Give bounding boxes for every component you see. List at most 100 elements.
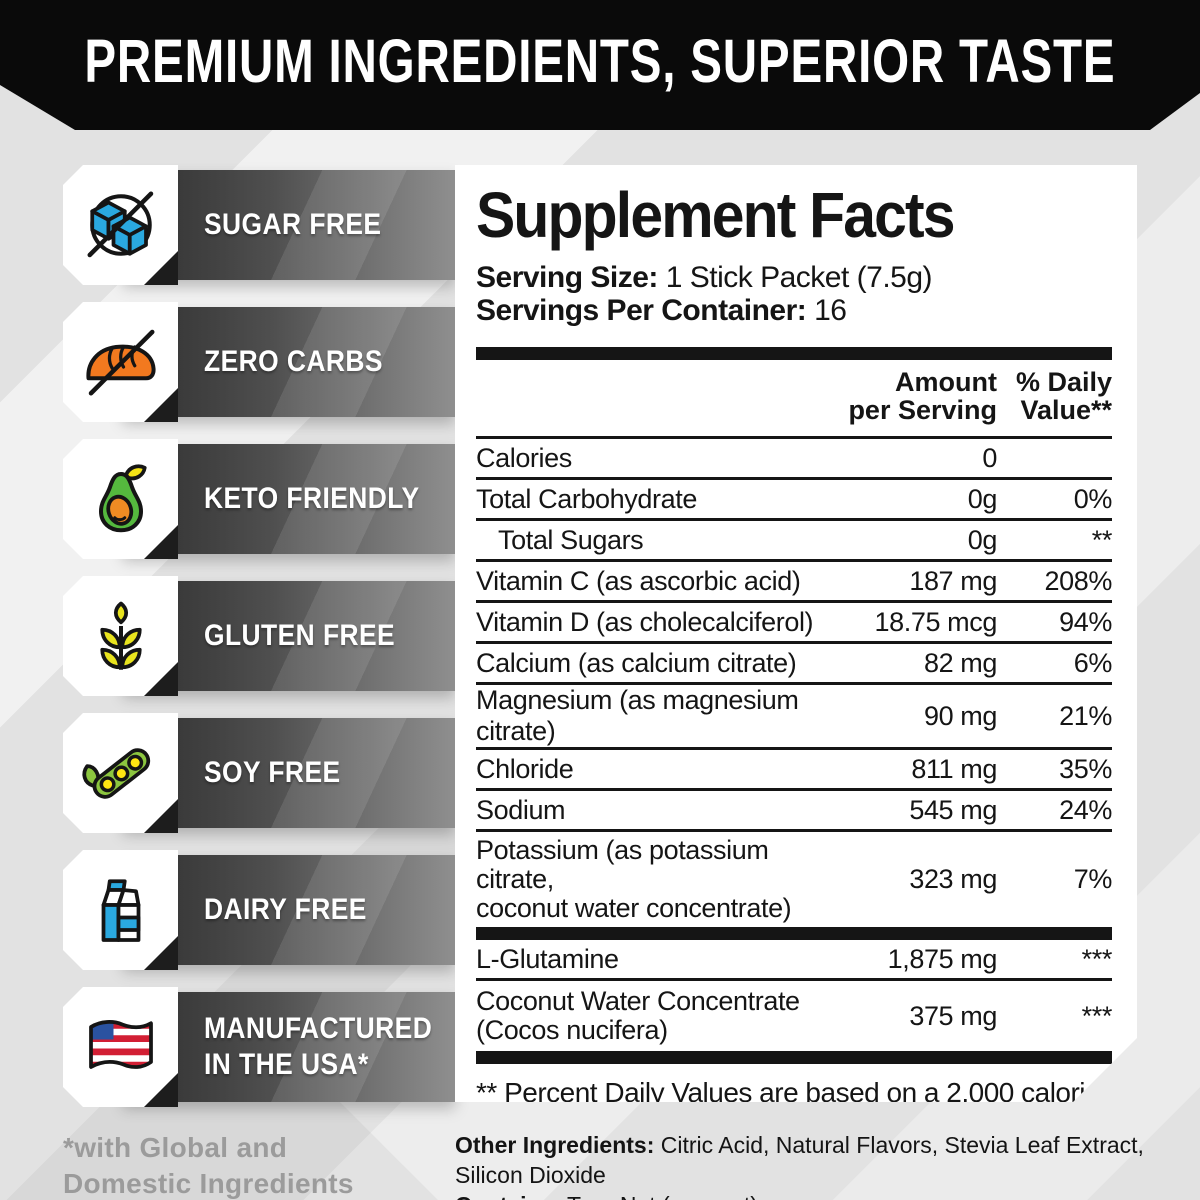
nutrient-daily-value: *** — [1081, 1000, 1112, 1031]
nutrient-name: Calcium (as calcium citrate) — [476, 647, 797, 678]
thick-divider — [476, 347, 1112, 360]
table-row: Calcium (as calcium citrate) 82 mg 6% — [476, 644, 1112, 685]
banner-title: PREMIUM INGREDIENTS, SUPERIOR TASTE — [84, 27, 1116, 95]
nutrient-amount: 545 mg — [909, 794, 997, 825]
badge-label: DAIRY FREE — [204, 893, 367, 926]
facts-header: Amount per Serving % Daily Value** — [476, 368, 1112, 424]
nutrient-daily-value: ** — [1091, 524, 1112, 555]
table-row: Sodium 545 mg 24% — [476, 791, 1112, 832]
keto-icon — [81, 459, 161, 539]
badge: GLUTEN FREE — [63, 576, 455, 696]
nutrient-daily-value: 24% — [1059, 794, 1112, 825]
nutrient-name: Total Sugars — [498, 524, 644, 555]
table-row: Total Carbohydrate 0g 0% — [476, 480, 1112, 521]
badge-list: SUGAR FREE ZERO CARBS KETO FRIENDLY — [63, 165, 455, 1124]
nutrient-name: Total Carbohydrate — [476, 483, 697, 514]
badge-bar: KETO FRIENDLY — [123, 444, 455, 554]
nutrient-name: Potassium (as potassium citrate, coconut … — [476, 835, 792, 923]
nutrient-name: Vitamin C (as ascorbic acid) — [476, 565, 801, 596]
nutrient-amount: 0 — [982, 442, 997, 473]
serving-size-label: Serving Size: — [476, 261, 658, 294]
serving-size-line: Serving Size: 1 Stick Packet (7.5g) — [476, 261, 1112, 294]
supplement-facts-panel: Supplement Facts Serving Size: 1 Stick P… — [455, 165, 1137, 1102]
servings-label: Servings Per Container: — [476, 294, 807, 327]
nutrient-daily-value: 35% — [1059, 753, 1112, 784]
zero-carbs-icon — [81, 322, 161, 402]
soy-free-icon — [81, 733, 161, 813]
nutrient-name: Sodium — [476, 794, 566, 825]
table-row: Coconut Water Concentrate (Cocos nucifera… — [476, 981, 1112, 1051]
facts-title: Supplement Facts — [476, 179, 954, 251]
nutrient-name: Chloride — [476, 753, 574, 784]
table-row: Calories 0 — [476, 439, 1112, 480]
badge-bar: GLUTEN FREE — [123, 581, 455, 691]
nutrient-name: Coconut Water Concentrate (Cocos nucifera… — [476, 986, 800, 1045]
table-row: Total Sugars 0g ** — [476, 521, 1112, 562]
top-banner: PREMIUM INGREDIENTS, SUPERIOR TASTE — [0, 0, 1200, 130]
nutrient-name: Calories — [476, 442, 572, 473]
usa-flag-icon — [81, 1007, 161, 1087]
sugar-free-icon — [81, 185, 161, 265]
badge-icon-tile — [63, 165, 178, 285]
nutrient-daily-value: 7% — [1073, 864, 1112, 894]
nutrient-name: L-Glutamine — [476, 943, 619, 974]
table-row: Vitamin C (as ascorbic acid) 187 mg 208% — [476, 562, 1112, 603]
badge: DAIRY FREE — [63, 850, 455, 970]
nutrient-name: Magnesium (as magnesium citrate) — [476, 685, 799, 746]
nutrient-amount: 82 mg — [923, 647, 997, 678]
nutrient-amount: 1,875 mg — [887, 943, 997, 974]
nutrient-amount: 0g — [967, 483, 997, 514]
contains-value: Tree Nut (coconut) — [567, 1192, 758, 1200]
table-row: Magnesium (as magnesium citrate) 90 mg 2… — [476, 685, 1112, 750]
other-ingredients: Other Ingredients: Citric Acid, Natural … — [455, 1130, 1185, 1200]
badge: KETO FRIENDLY — [63, 439, 455, 559]
nutrient-amount: 811 mg — [911, 753, 997, 784]
servings-value: 16 — [814, 294, 847, 327]
badge-icon-tile — [63, 713, 178, 833]
table-row: Potassium (as potassium citrate, coconut … — [476, 832, 1112, 927]
nutrient-name: Vitamin D (as cholecalciferol) — [476, 606, 814, 637]
daily-value-column-header: % Daily Value** — [1015, 367, 1112, 425]
other-ingredients-value: Citric Acid, Natural Flavors, Stevia Lea… — [455, 1132, 1144, 1188]
badge-label: SUGAR FREE — [204, 208, 382, 241]
nutrient-daily-value: 208% — [1044, 565, 1112, 596]
nutrient-amount: 187 mg — [909, 565, 997, 596]
badge-label: ZERO CARBS — [204, 345, 383, 378]
nutrient-amount: 375 mg — [909, 1000, 997, 1031]
table-row: L-Glutamine 1,875 mg *** — [476, 940, 1112, 981]
badge-icon-tile — [63, 850, 178, 970]
serving-size-value: 1 Stick Packet (7.5g) — [665, 261, 933, 294]
nutrient-daily-value: 6% — [1073, 647, 1112, 678]
nutrient-amount: 323 mg — [909, 864, 997, 894]
amount-column-header: Amount per Serving — [848, 367, 997, 425]
gluten-free-icon — [81, 596, 161, 676]
dairy-free-icon — [81, 870, 161, 950]
other-ingredients-label: Other Ingredients: — [455, 1132, 655, 1158]
serving-info: Serving Size: 1 Stick Packet (7.5g) Serv… — [476, 261, 1112, 327]
nutrient-amount: 0g — [967, 524, 997, 555]
badge-label: MANUFACTURED IN THE USA* — [204, 1012, 433, 1081]
badge-label: SOY FREE — [204, 756, 341, 789]
badge: ZERO CARBS — [63, 302, 455, 422]
badge-bar: SUGAR FREE — [123, 170, 455, 280]
badge-bar: MANUFACTURED IN THE USA* — [123, 992, 455, 1102]
thick-divider — [476, 927, 1112, 940]
badge-icon-tile — [63, 439, 178, 559]
badge: MANUFACTURED IN THE USA* — [63, 987, 455, 1107]
thick-divider — [476, 1051, 1112, 1064]
nutrient-daily-value: *** — [1081, 943, 1112, 974]
global-ingredients-disclaimer: *with Global and Domestic Ingredients — [63, 1132, 354, 1199]
table-row: Chloride 811 mg 35% — [476, 750, 1112, 791]
servings-per-container-line: Servings Per Container: 16 — [476, 294, 1112, 327]
badge-bar: SOY FREE — [123, 718, 455, 828]
facts-rows: Calories 0 Total Carbohydrate 0g 0% Tota… — [476, 439, 1112, 1064]
badge-bar: DAIRY FREE — [123, 855, 455, 965]
nutrient-daily-value: 0% — [1073, 483, 1112, 514]
nutrient-daily-value: 94% — [1059, 606, 1112, 637]
badge-icon-tile — [63, 302, 178, 422]
badge: SUGAR FREE — [63, 165, 455, 285]
badge-label: GLUTEN FREE — [204, 619, 396, 652]
badge-icon-tile — [63, 576, 178, 696]
badge-label: KETO FRIENDLY — [204, 482, 420, 515]
